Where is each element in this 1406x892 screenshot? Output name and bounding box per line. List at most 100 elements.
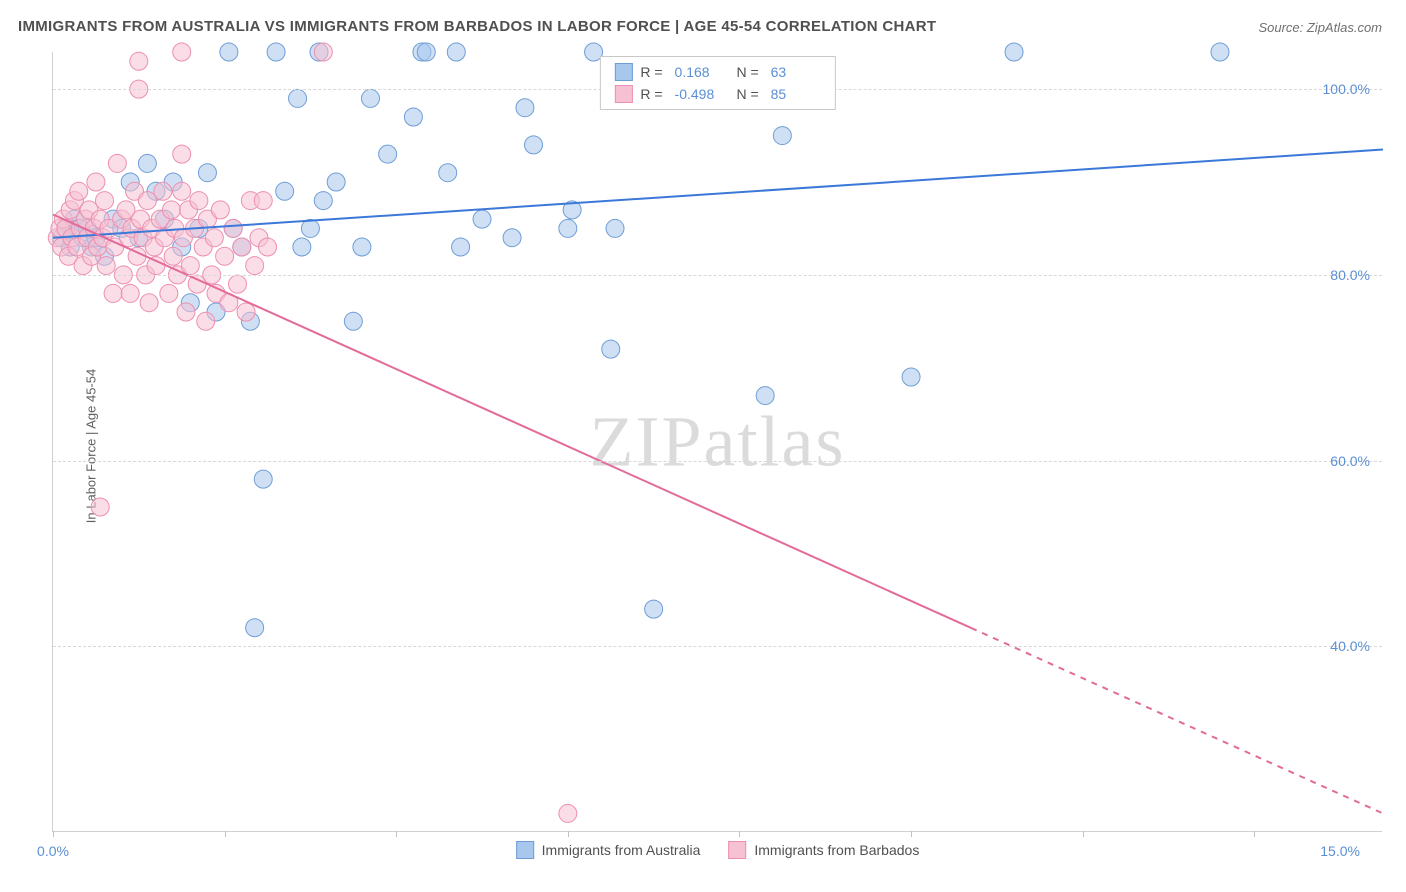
- data-point-barbados: [237, 303, 255, 321]
- data-point-barbados: [181, 257, 199, 275]
- n-label: N =: [733, 64, 759, 80]
- data-point-barbados: [138, 192, 156, 210]
- chart-title: IMMIGRANTS FROM AUSTRALIA VS IMMIGRANTS …: [18, 18, 936, 35]
- legend-row-barbados: R = -0.498 N = 85: [614, 83, 820, 105]
- xtick-mark: [396, 831, 397, 837]
- xtick-mark: [739, 831, 740, 837]
- data-point-barbados: [95, 192, 113, 210]
- legend-label-australia: Immigrants from Australia: [542, 842, 701, 858]
- ytick-label: 80.0%: [1330, 267, 1370, 283]
- data-point-australia: [289, 89, 307, 107]
- data-point-australia: [138, 154, 156, 172]
- legend-item-barbados: Immigrants from Barbados: [728, 841, 919, 859]
- data-point-australia: [220, 43, 238, 61]
- xtick-mark: [911, 831, 912, 837]
- data-point-barbados: [70, 182, 88, 200]
- chart-svg: [53, 52, 1382, 831]
- data-point-australia: [516, 99, 534, 117]
- data-point-barbados: [190, 192, 208, 210]
- gridline: [53, 461, 1382, 462]
- swatch-australia-icon: [516, 841, 534, 859]
- data-point-barbados: [559, 804, 577, 822]
- ytick-label: 40.0%: [1330, 638, 1370, 654]
- r-label: R =: [640, 64, 662, 80]
- data-point-australia: [452, 238, 470, 256]
- xtick-mark: [225, 831, 226, 837]
- ytick-label: 60.0%: [1330, 453, 1370, 469]
- data-point-barbados: [121, 284, 139, 302]
- xtick-mark: [1254, 831, 1255, 837]
- data-point-barbados: [233, 238, 251, 256]
- ytick-label: 100.0%: [1323, 81, 1370, 97]
- data-point-australia: [439, 164, 457, 182]
- data-point-barbados: [173, 43, 191, 61]
- trendline-barbados-extrapolated: [971, 628, 1383, 813]
- data-point-australia: [645, 600, 663, 618]
- data-point-barbados: [162, 201, 180, 219]
- data-point-australia: [902, 368, 920, 386]
- n-label: N =: [733, 86, 759, 102]
- n-value-barbados: 85: [771, 86, 821, 102]
- data-point-barbados: [259, 238, 277, 256]
- data-point-australia: [404, 108, 422, 126]
- trendline-barbados: [53, 215, 971, 628]
- data-point-australia: [267, 43, 285, 61]
- data-point-barbados: [97, 257, 115, 275]
- swatch-australia: [614, 63, 632, 81]
- data-point-australia: [246, 619, 264, 637]
- correlation-legend: R = 0.168 N = 63 R = -0.498 N = 85: [599, 56, 835, 110]
- data-point-australia: [353, 238, 371, 256]
- data-point-australia: [327, 173, 345, 191]
- data-point-australia: [773, 127, 791, 145]
- data-point-australia: [473, 210, 491, 228]
- r-value-australia: 0.168: [675, 64, 725, 80]
- data-point-barbados: [173, 182, 191, 200]
- data-point-australia: [1005, 43, 1023, 61]
- source-text: Source: ZipAtlas.com: [1258, 20, 1382, 35]
- data-point-barbados: [314, 43, 332, 61]
- data-point-barbados: [197, 312, 215, 330]
- data-point-australia: [525, 136, 543, 154]
- data-point-australia: [379, 145, 397, 163]
- data-point-barbados: [228, 275, 246, 293]
- data-point-australia: [1211, 43, 1229, 61]
- data-point-barbados: [140, 294, 158, 312]
- data-point-australia: [276, 182, 294, 200]
- xtick-label-right: 15.0%: [1320, 843, 1360, 859]
- data-point-australia: [361, 89, 379, 107]
- data-point-barbados: [246, 257, 264, 275]
- data-point-barbados: [104, 284, 122, 302]
- r-label: R =: [640, 86, 662, 102]
- data-point-barbados: [205, 229, 223, 247]
- data-point-australia: [254, 470, 272, 488]
- data-point-barbados: [164, 247, 182, 265]
- swatch-barbados-icon: [728, 841, 746, 859]
- data-point-barbados: [147, 257, 165, 275]
- data-point-barbados: [87, 173, 105, 191]
- legend-label-barbados: Immigrants from Barbados: [754, 842, 919, 858]
- series-legend: Immigrants from Australia Immigrants fro…: [516, 841, 920, 859]
- data-point-australia: [503, 229, 521, 247]
- data-point-australia: [417, 43, 435, 61]
- data-point-barbados: [211, 201, 229, 219]
- plot-area: ZIPatlas R = 0.168 N = 63 R = -0.498 N =…: [52, 52, 1382, 832]
- data-point-barbados: [130, 52, 148, 70]
- data-point-barbados: [91, 498, 109, 516]
- data-point-barbados: [216, 247, 234, 265]
- xtick-mark: [53, 831, 54, 837]
- data-point-australia: [756, 387, 774, 405]
- xtick-label-left: 0.0%: [37, 843, 69, 859]
- data-point-australia: [198, 164, 216, 182]
- data-point-australia: [314, 192, 332, 210]
- legend-item-australia: Immigrants from Australia: [516, 841, 701, 859]
- data-point-australia: [602, 340, 620, 358]
- data-point-australia: [447, 43, 465, 61]
- xtick-mark: [568, 831, 569, 837]
- data-point-barbados: [224, 219, 242, 237]
- data-point-australia: [559, 219, 577, 237]
- xtick-mark: [1083, 831, 1084, 837]
- legend-row-australia: R = 0.168 N = 63: [614, 61, 820, 83]
- data-point-australia: [293, 238, 311, 256]
- gridline: [53, 646, 1382, 647]
- data-point-australia: [301, 219, 319, 237]
